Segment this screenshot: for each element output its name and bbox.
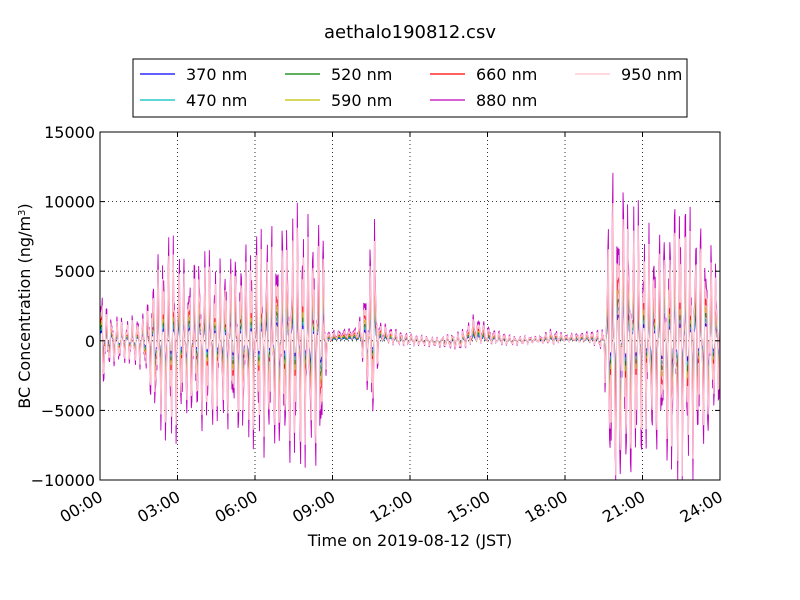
y-axis-label: BC Concentration (ng/m3) — [15, 203, 34, 408]
legend-label: 370 nm — [186, 65, 247, 84]
legend: 370 nm 470 nm 520 nm 590 nm 660 nm 880 nm 950 … — [132, 58, 688, 118]
y-tick-label: −10000 — [31, 471, 95, 490]
legend-label: 470 nm — [186, 91, 247, 110]
y-tick-label: 10000 — [44, 193, 95, 212]
y-tick-label: 5000 — [54, 262, 95, 281]
legend-label: 660 nm — [476, 65, 537, 84]
legend-label: 880 nm — [476, 91, 537, 110]
legend-label: 520 nm — [331, 65, 392, 84]
legend-box — [132, 58, 688, 118]
x-axis-label: Time on 2019-08-12 (JST) — [307, 531, 512, 550]
y-tick-label: 15000 — [44, 123, 95, 142]
series-line-950-nm — [99, 203, 721, 477]
data-series — [99, 172, 721, 481]
legend-label: 590 nm — [331, 91, 392, 110]
y-tick-label: 0 — [85, 332, 95, 351]
y-axis: 15000 10000 5000 0 −5000 −10000 — [31, 123, 720, 490]
chart-title: aethalo190812.csv — [324, 22, 496, 43]
y-tick-label: −5000 — [41, 401, 95, 420]
legend-label: 950 nm — [621, 65, 682, 84]
